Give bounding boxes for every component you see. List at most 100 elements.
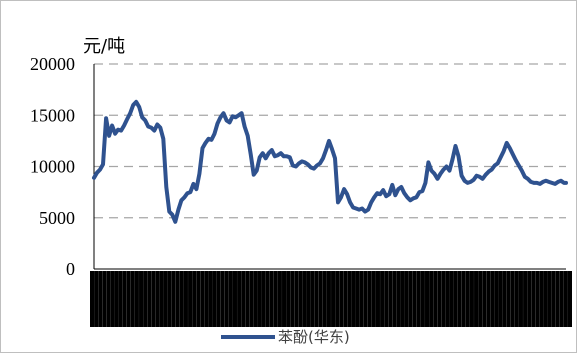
x-tick-label [159,271,164,327]
x-tick-label [134,271,139,327]
x-tick-label [392,271,397,327]
x-tick-label [237,271,242,327]
x-tick-label [445,271,450,327]
y-axis-unit-label: 元/吨 [83,36,125,57]
x-tick-label [98,271,103,327]
x-tick-label [416,271,421,327]
x-tick-label [196,271,201,327]
x-tick-label [555,271,560,327]
x-tick-label [400,271,405,327]
x-tick-label [433,271,438,327]
x-tick-label [163,271,168,327]
x-tick-label [90,271,94,327]
x-tick-label [437,271,442,327]
x-tick-label [429,271,434,327]
x-tick-label [367,271,372,327]
x-tick-label [106,271,111,327]
x-tick-label [241,271,246,327]
x-tick-label [518,271,523,327]
x-tick-label [363,271,368,327]
y-tick-label: 10000 [30,157,75,177]
series-layer [92,99,568,224]
y-tick-label: 20000 [30,54,75,74]
x-tick-label [175,271,180,327]
x-tick-label [527,271,532,327]
x-tick-label [314,271,319,327]
x-tick-label [331,271,336,327]
x-tick-label [396,271,401,327]
x-tick-label [559,271,564,327]
y-tick-labels: 20000 15000 10000 5000 0 [30,54,75,279]
x-tick-label [220,271,225,327]
x-tick-label [139,271,144,327]
x-tick-label [269,271,274,327]
x-tick-label [126,271,131,327]
x-tick-label [523,271,528,327]
x-tick-label [277,271,282,327]
x-tick-label [273,271,278,327]
x-tick-label [465,271,470,327]
x-tick-label [94,271,99,327]
x-tick-label [143,271,148,327]
x-tick-label [474,271,479,327]
x-tick-label [506,271,511,327]
x-tick-label [204,271,209,327]
x-tick-label [318,271,323,327]
x-tick-label [245,271,250,327]
x-tick-label [371,271,376,327]
x-tick-label [563,271,568,327]
legend-label: 苯酚(华东) [278,328,350,346]
x-tick-label [494,271,499,327]
x-tick-label [335,271,340,327]
x-tick-label [453,271,458,327]
x-tick-label [498,271,503,327]
x-tick-label [531,271,536,327]
x-tick-label [155,271,160,327]
x-tick-label [339,271,344,327]
x-tick-label [420,271,425,327]
x-tick-label [224,271,229,327]
x-tick-label [171,271,176,327]
x-tick-label [151,271,156,327]
y-tick-label: 5000 [39,208,75,228]
x-tick-label [290,271,295,327]
series-line [92,99,568,224]
x-tick-label [375,271,380,327]
x-tick-label [347,271,352,327]
x-tick-label [118,271,123,327]
x-tick-label [265,271,270,327]
x-tick-label [412,271,417,327]
legend: 苯酚(华东) [221,328,350,346]
x-tick-label [384,271,389,327]
x-tick-label [551,271,556,327]
x-tick-label [302,271,307,327]
x-tick-label [343,271,348,327]
x-tick-label [310,271,315,327]
x-tick-label [449,271,454,327]
x-tick-label [216,271,221,327]
x-tick-label [388,271,393,327]
x-tick-label [326,271,331,327]
axes [93,64,566,270]
x-tick-label [110,271,115,327]
x-tick-label [294,271,299,327]
x-tick-label [502,271,507,327]
x-tick-label [249,271,254,327]
x-tick-label [179,271,184,327]
x-tick-label [228,271,233,327]
x-tick-label [490,271,495,327]
x-tick-label [232,271,237,327]
x-tick-label [114,271,119,327]
x-tick-label [122,271,127,327]
y-tick-label: 0 [66,259,75,279]
x-tick-label [425,271,430,327]
x-tick-label [514,271,519,327]
x-tick-label [282,271,287,327]
x-tick-label [408,271,413,327]
x-tick-label [510,271,515,327]
x-tick-label [192,271,197,327]
x-tick-labels [90,271,572,327]
x-tick-label [208,271,213,327]
y-tick-label: 15000 [30,105,75,125]
